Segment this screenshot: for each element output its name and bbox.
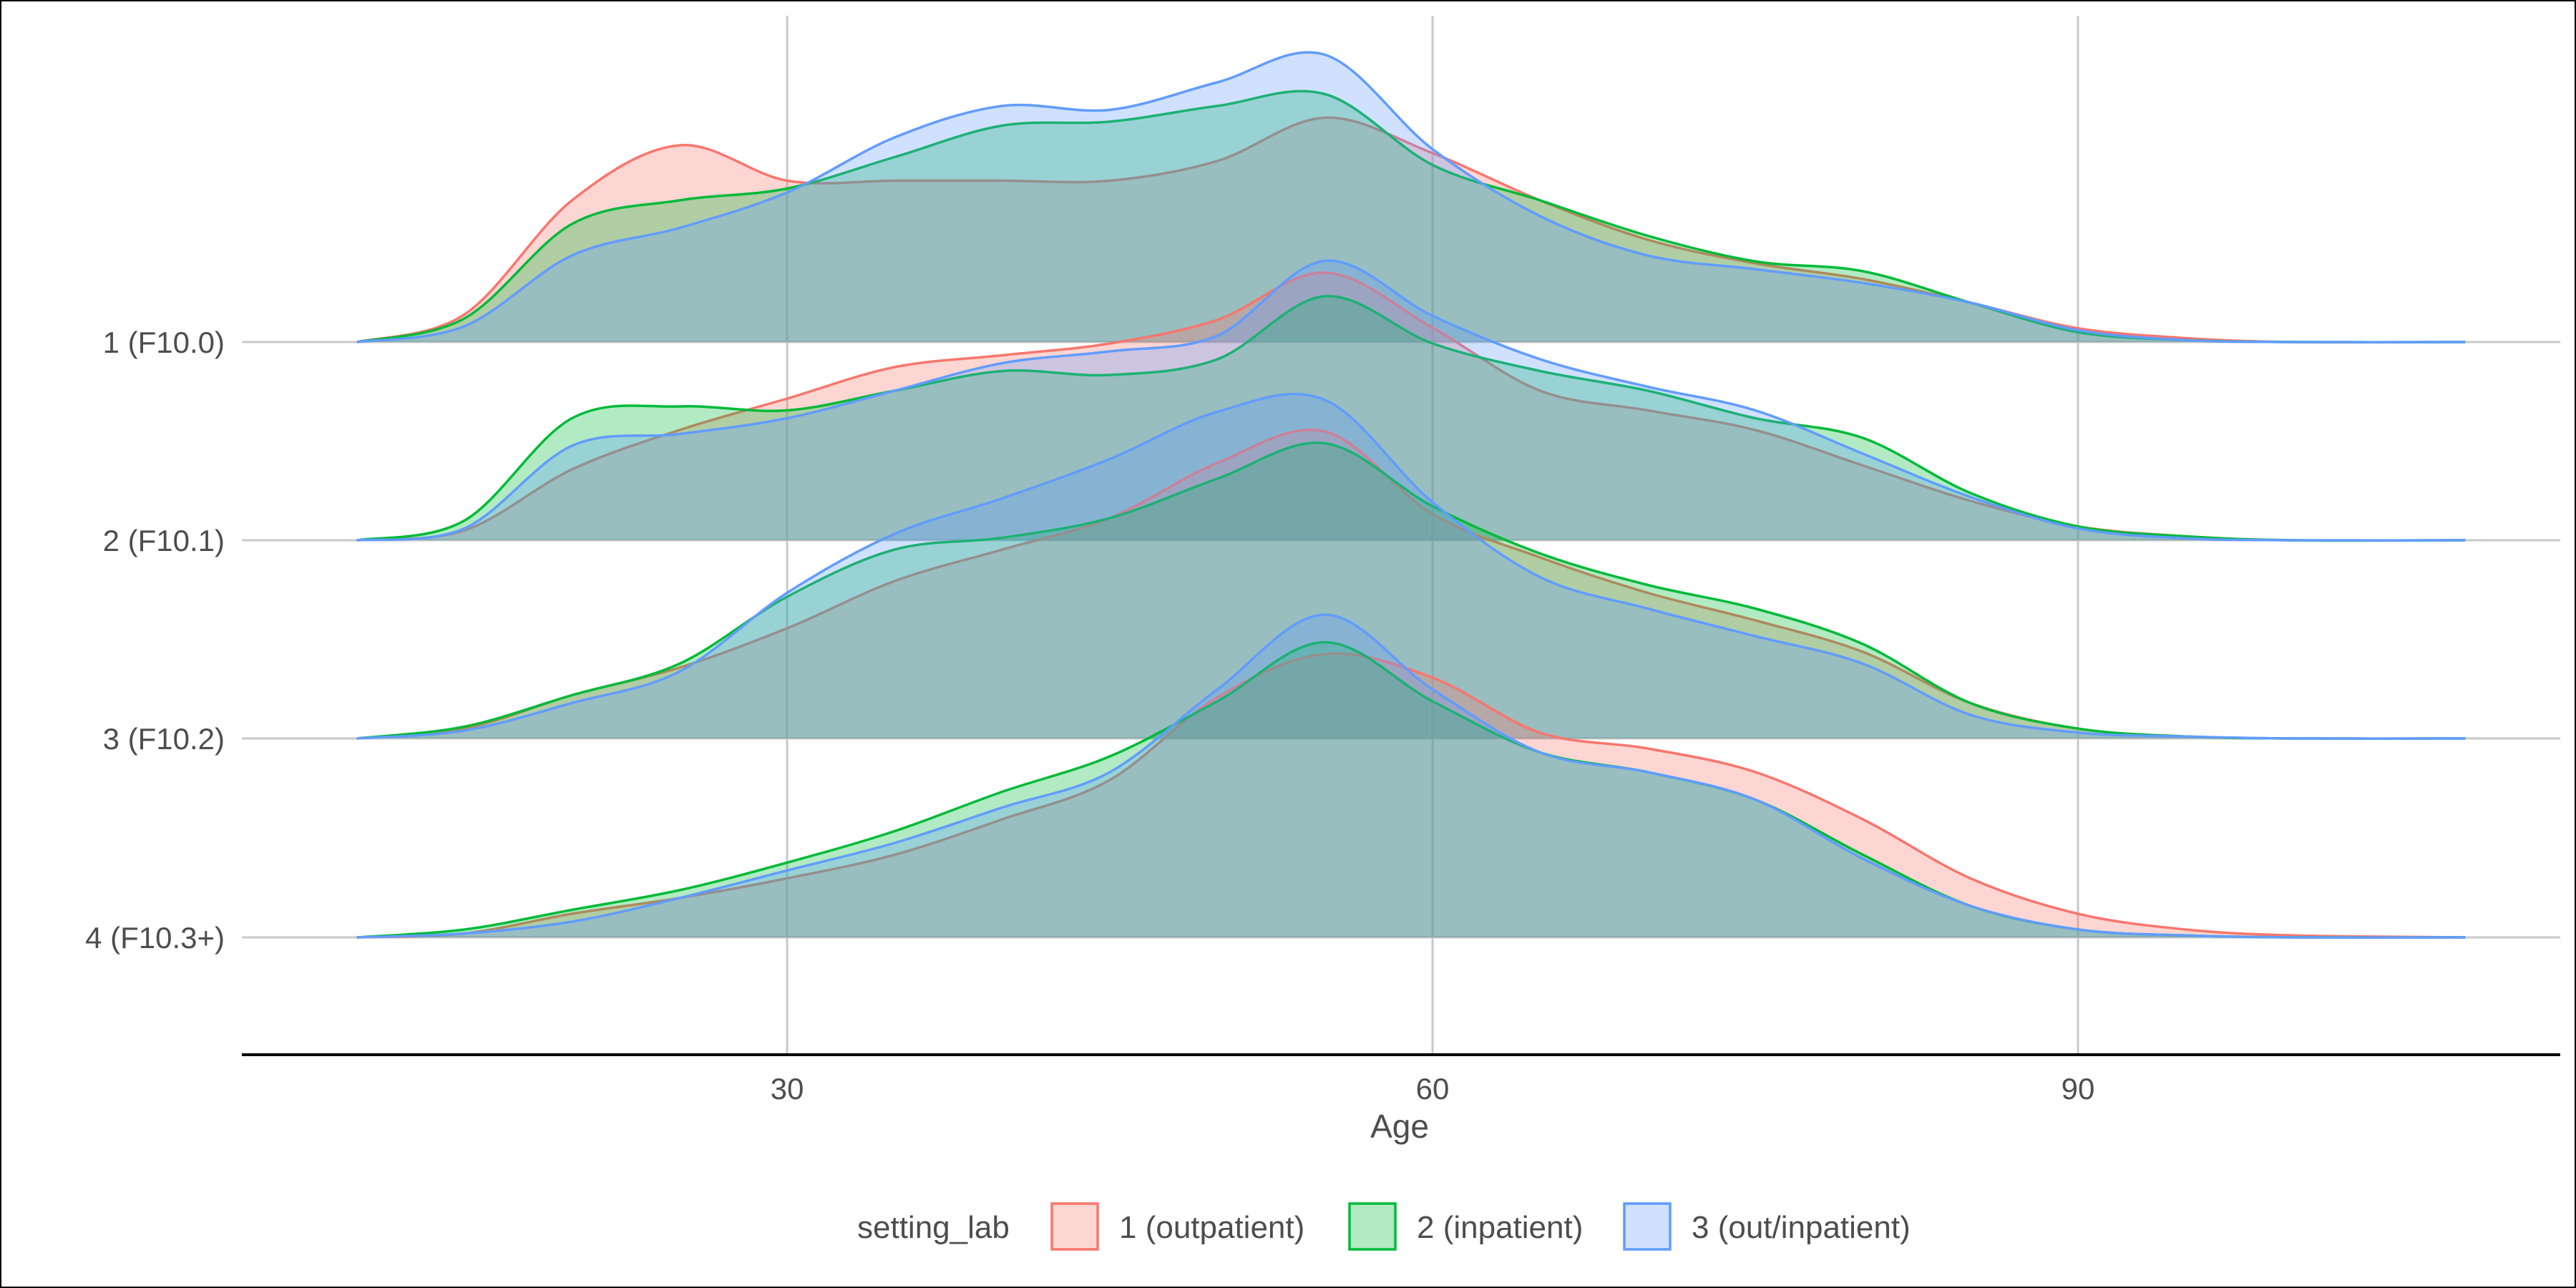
legend-title: setting_lab — [857, 1210, 1010, 1245]
density-area — [356, 52, 2466, 343]
density-area — [356, 615, 2466, 938]
legend-key — [1348, 1202, 1397, 1251]
legend-label: 3 (out/inpatient) — [1692, 1210, 1911, 1245]
density-line — [356, 392, 2466, 740]
density-area — [356, 642, 2466, 938]
density-area — [356, 296, 2466, 541]
y-tick-label: 2 (F10.1) — [103, 524, 225, 557]
density-line — [356, 51, 2466, 343]
density-line — [356, 613, 2466, 939]
density-line — [356, 89, 2466, 343]
y-tick-label: 1 (F10.0) — [103, 326, 225, 359]
x-axis-title: Age — [1370, 1108, 1429, 1145]
density-ridges — [356, 51, 2466, 939]
ridge-4 — [356, 613, 2466, 939]
density-area — [356, 117, 2466, 343]
x-tick-label: 90 — [2062, 1072, 2095, 1106]
legend-label: 2 (inpatient) — [1417, 1210, 1583, 1245]
density-area — [356, 429, 2466, 739]
y-tick-labels: 1 (F10.0) 2 (F10.1) 3 (F10.2) 4 (F10.3+) — [85, 326, 225, 955]
legend: setting_lab 1 (outpatient) 2 (inpatient) 3… — [857, 1202, 1911, 1251]
density-area — [356, 394, 2466, 739]
density-area — [356, 260, 2466, 541]
density-area — [356, 272, 2466, 541]
legend-key — [1623, 1202, 1672, 1251]
ridge-3 — [356, 392, 2466, 740]
density-line — [356, 295, 2466, 542]
y-tick-label: 4 (F10.3+) — [85, 921, 225, 955]
density-line — [356, 259, 2466, 542]
ridge-1 — [356, 51, 2466, 344]
density-area — [356, 91, 2466, 343]
ridge-2 — [356, 259, 2466, 542]
x-tick-labels: 30 60 90 — [771, 1072, 2095, 1106]
x-tick-label: 30 — [771, 1072, 804, 1106]
x-tick-label: 60 — [1416, 1072, 1450, 1106]
density-area — [356, 442, 2466, 739]
legend-key — [1050, 1202, 1099, 1251]
density-line — [356, 441, 2466, 740]
density-line — [356, 652, 2466, 939]
y-tick-label: 3 (F10.2) — [103, 722, 225, 756]
legend-label: 1 (outpatient) — [1119, 1210, 1304, 1245]
density-line — [356, 116, 2466, 344]
density-area — [356, 653, 2466, 937]
